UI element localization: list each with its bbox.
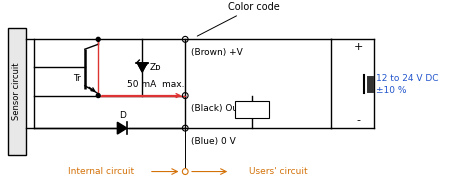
Text: ±10 %: ±10 % — [377, 86, 407, 95]
Polygon shape — [117, 122, 127, 134]
Text: 12 to 24 V DC: 12 to 24 V DC — [377, 74, 439, 83]
Circle shape — [182, 169, 188, 174]
Text: (Brown) +V: (Brown) +V — [191, 48, 243, 57]
Text: -: - — [356, 115, 360, 125]
Text: 50 mA  max.: 50 mA max. — [127, 80, 185, 89]
Text: Tr: Tr — [73, 74, 81, 83]
Text: D: D — [119, 111, 126, 120]
Text: (Blue) 0 V: (Blue) 0 V — [191, 137, 236, 146]
Text: (Black) Output: (Black) Output — [191, 105, 257, 113]
Text: Color code: Color code — [197, 2, 280, 36]
Text: Internal circuit: Internal circuit — [68, 167, 134, 176]
Bar — [9, 28, 26, 155]
Circle shape — [96, 94, 100, 97]
Text: Users' circuit: Users' circuit — [249, 167, 307, 176]
Text: Zᴅ: Zᴅ — [150, 63, 162, 72]
Bar — [235, 101, 270, 118]
Text: +: + — [354, 42, 363, 52]
Polygon shape — [137, 63, 147, 72]
Text: Load: Load — [241, 105, 263, 114]
Text: Sensor circuit: Sensor circuit — [13, 63, 22, 120]
Circle shape — [96, 37, 100, 41]
